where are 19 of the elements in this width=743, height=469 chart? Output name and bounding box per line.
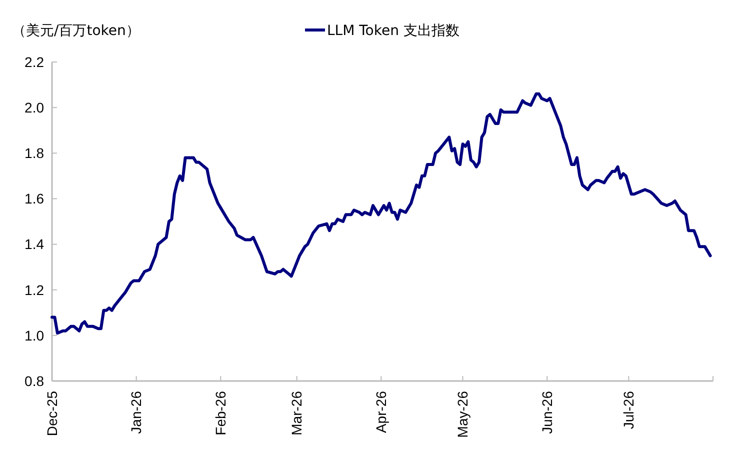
x-tick-label: Dec-25 (44, 390, 60, 436)
x-tick-label: Feb-26 (212, 390, 229, 436)
y-tick-label: 0.8 (24, 372, 44, 389)
x-tick-label: Jan-26 (128, 390, 144, 434)
y-tick-label: 1.4 (24, 236, 44, 252)
x-tick-label: May-26 (454, 390, 471, 438)
x-tick-label: Jun-26 (538, 390, 555, 434)
y-tick-label: 2.0 (24, 99, 44, 116)
y-tick-label: 1.2 (24, 282, 44, 298)
legend-label: LLM Token 支出指数 (327, 22, 460, 39)
x-tick-label: Apr-26 (373, 390, 390, 434)
x-tick-label: Mar-26 (288, 390, 305, 436)
x-tick-label: Jul-26 (620, 390, 637, 430)
line-series (50, 92, 712, 335)
y-tick-label: 1.8 (24, 145, 44, 162)
y-tick-label: 1.6 (24, 190, 44, 207)
y-tick-label: 1.0 (24, 327, 44, 344)
y-axis-title: （美元/百万token） (12, 23, 140, 39)
y-tick-label: 2.2 (24, 54, 44, 70)
